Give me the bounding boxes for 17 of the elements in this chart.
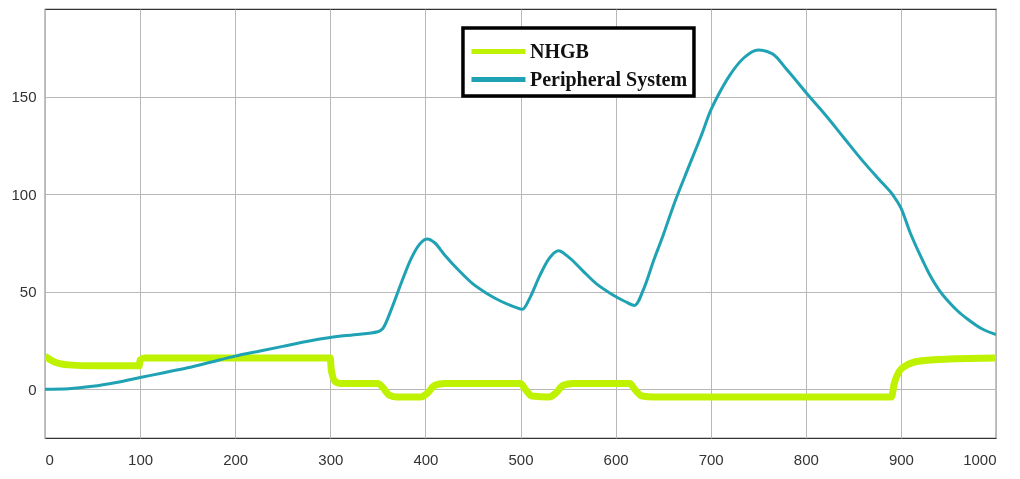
x-tick-label: 500 — [508, 450, 534, 468]
x-tick-label: 600 — [603, 450, 629, 468]
x-tick-label: 800 — [793, 450, 819, 468]
x-tick-label: 900 — [888, 450, 914, 468]
x-tick-label: 200 — [223, 450, 249, 468]
x-tick-label: 700 — [698, 450, 724, 468]
x-tick-label: 100 — [128, 450, 154, 468]
legend-label: Peripheral System — [529, 67, 688, 91]
y-tick-label: 50 — [19, 283, 37, 301]
x-tick-label: 300 — [318, 450, 344, 468]
legend-label: NHGB — [529, 39, 589, 62]
x-tick-label: 0 — [45, 450, 54, 468]
y-tick-label: 150 — [11, 88, 37, 106]
y-tick-label: 100 — [11, 185, 37, 203]
x-tick-label: 1000 — [963, 450, 997, 468]
y-tick-label: 0 — [28, 380, 37, 398]
x-tick-label: 400 — [413, 450, 439, 468]
